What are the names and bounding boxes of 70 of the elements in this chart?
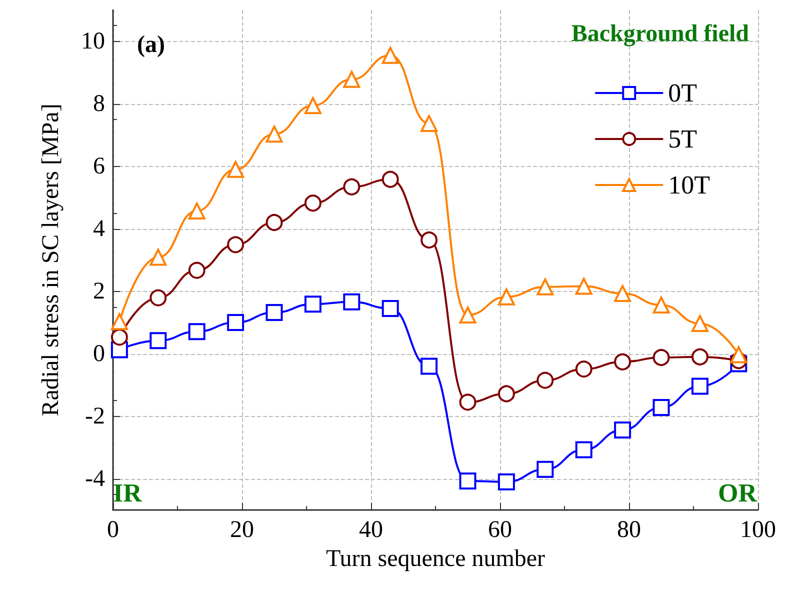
- annotation: OR: [718, 478, 758, 508]
- point: [536, 460, 554, 478]
- x-axis-title: Turn sequence number: [326, 546, 546, 572]
- y-tick-label: 10: [81, 28, 105, 54]
- point: [691, 348, 708, 366]
- point: [227, 314, 244, 331]
- point: [382, 300, 399, 317]
- point: [343, 70, 360, 88]
- point: [227, 236, 244, 254]
- point: [110, 313, 128, 330]
- point: [614, 422, 632, 438]
- point: [150, 248, 167, 266]
- point: [730, 346, 748, 364]
- point: [150, 289, 167, 306]
- point: [188, 262, 206, 279]
- y-tick-label: 4: [93, 216, 105, 242]
- point: [652, 399, 670, 416]
- point: [614, 284, 632, 302]
- point: [304, 194, 322, 212]
- point: [343, 293, 360, 310]
- point: [498, 288, 515, 306]
- point: [536, 372, 554, 389]
- x-tick-label: 80: [617, 517, 641, 543]
- point: [266, 304, 283, 321]
- y-tick-label: -4: [85, 466, 105, 492]
- point: [382, 170, 399, 188]
- point: [652, 349, 670, 366]
- point: [304, 97, 322, 114]
- point: [575, 278, 592, 295]
- legend-label: 5T: [668, 124, 698, 154]
- y-axis-title: Radial stress in SC layers [MPa]: [38, 104, 64, 416]
- point: [575, 441, 592, 458]
- y-tick-label: 8: [93, 90, 105, 117]
- point: [575, 360, 592, 378]
- point: [498, 385, 515, 402]
- legend-label: 10T: [668, 170, 710, 200]
- y-tick-label: 6: [93, 153, 105, 180]
- x-tick-label: 60: [488, 517, 512, 543]
- point: [343, 178, 360, 196]
- point: [420, 114, 438, 132]
- y-tick-label: 2: [93, 278, 105, 304]
- point: [498, 473, 515, 490]
- point: [382, 46, 399, 64]
- point: [420, 232, 438, 248]
- legend-title: Background field: [571, 21, 750, 47]
- point: [536, 278, 554, 296]
- point: [459, 472, 476, 490]
- x-tick-label: 40: [359, 517, 383, 543]
- x-tick-label: 100: [740, 517, 776, 543]
- point: [110, 328, 128, 346]
- point: [614, 353, 632, 370]
- point: [266, 126, 283, 143]
- point: [188, 202, 206, 220]
- x-tick-label: 20: [230, 517, 254, 543]
- annotation: IR: [113, 478, 142, 508]
- point: [150, 332, 167, 350]
- point: [188, 323, 206, 340]
- point: [227, 160, 244, 178]
- legend-label: 0T: [668, 78, 698, 108]
- point: [691, 314, 708, 332]
- point: [304, 296, 322, 313]
- y-tick-label: 0: [93, 340, 105, 367]
- point: [266, 214, 283, 231]
- point: [459, 306, 476, 324]
- y-tick-label: -2: [85, 403, 105, 430]
- annotation: (a): [137, 32, 165, 58]
- point: [459, 394, 476, 411]
- point: [420, 358, 438, 375]
- point: [652, 296, 670, 314]
- point: [691, 378, 708, 395]
